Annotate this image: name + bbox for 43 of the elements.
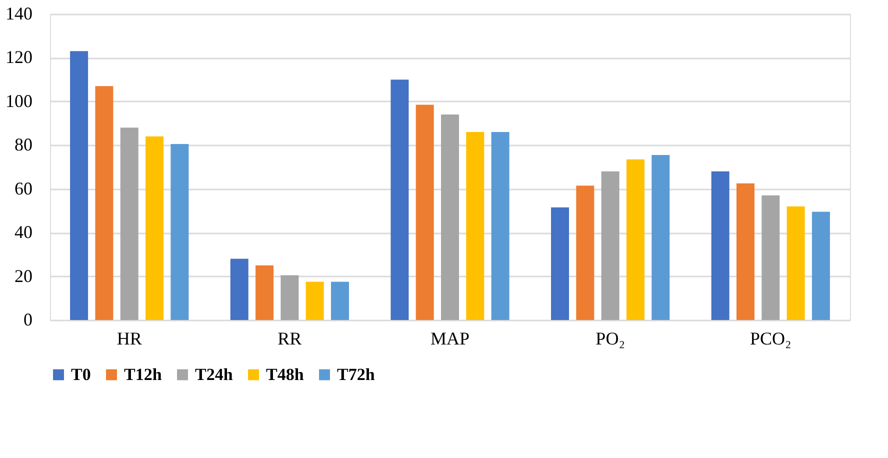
- y-tick-label: 40: [14, 222, 32, 242]
- x-tick-label: PCO₂: [750, 328, 792, 348]
- bar: [330, 282, 349, 320]
- legend-label: T0: [71, 364, 91, 384]
- legend-label: T24h: [195, 364, 234, 384]
- bar: [551, 207, 570, 320]
- bar: [762, 195, 780, 320]
- bar: [306, 282, 324, 320]
- bar: [576, 186, 594, 320]
- x-tick-label: PO₂: [596, 328, 625, 348]
- bar: [230, 258, 248, 320]
- y-tick-label: 100: [6, 90, 32, 111]
- y-tick-label: 0: [24, 310, 32, 330]
- bar: [491, 132, 510, 320]
- bar: [441, 114, 459, 320]
- y-tick-label: 80: [14, 134, 32, 155]
- bar: [256, 265, 274, 320]
- bar: [70, 51, 88, 320]
- bar: [652, 154, 670, 320]
- bar: [736, 183, 754, 320]
- bar: [120, 128, 138, 320]
- bar: [786, 206, 805, 320]
- legend-label: T48h: [266, 364, 304, 384]
- x-tick-label: RR: [278, 328, 302, 348]
- bar: [466, 132, 484, 320]
- y-tick-label: 140: [6, 4, 32, 24]
- bar: [280, 275, 299, 320]
- bar: [601, 171, 620, 320]
- bar: [390, 80, 409, 320]
- x-tick-label: MAP: [430, 328, 470, 348]
- bar: [711, 171, 730, 320]
- legend-label: T72h: [337, 364, 376, 384]
- y-tick-label: 20: [14, 266, 32, 286]
- bar: [95, 86, 114, 320]
- bar: [626, 159, 644, 320]
- bar: [812, 212, 830, 320]
- y-tick-label: 120: [6, 47, 32, 68]
- bar: [170, 144, 189, 320]
- legend-label: T12h: [124, 364, 162, 384]
- x-tick-label: HR: [116, 328, 142, 348]
- bar: [416, 104, 434, 320]
- y-tick-label: 60: [14, 178, 32, 198]
- bar: [146, 136, 164, 320]
